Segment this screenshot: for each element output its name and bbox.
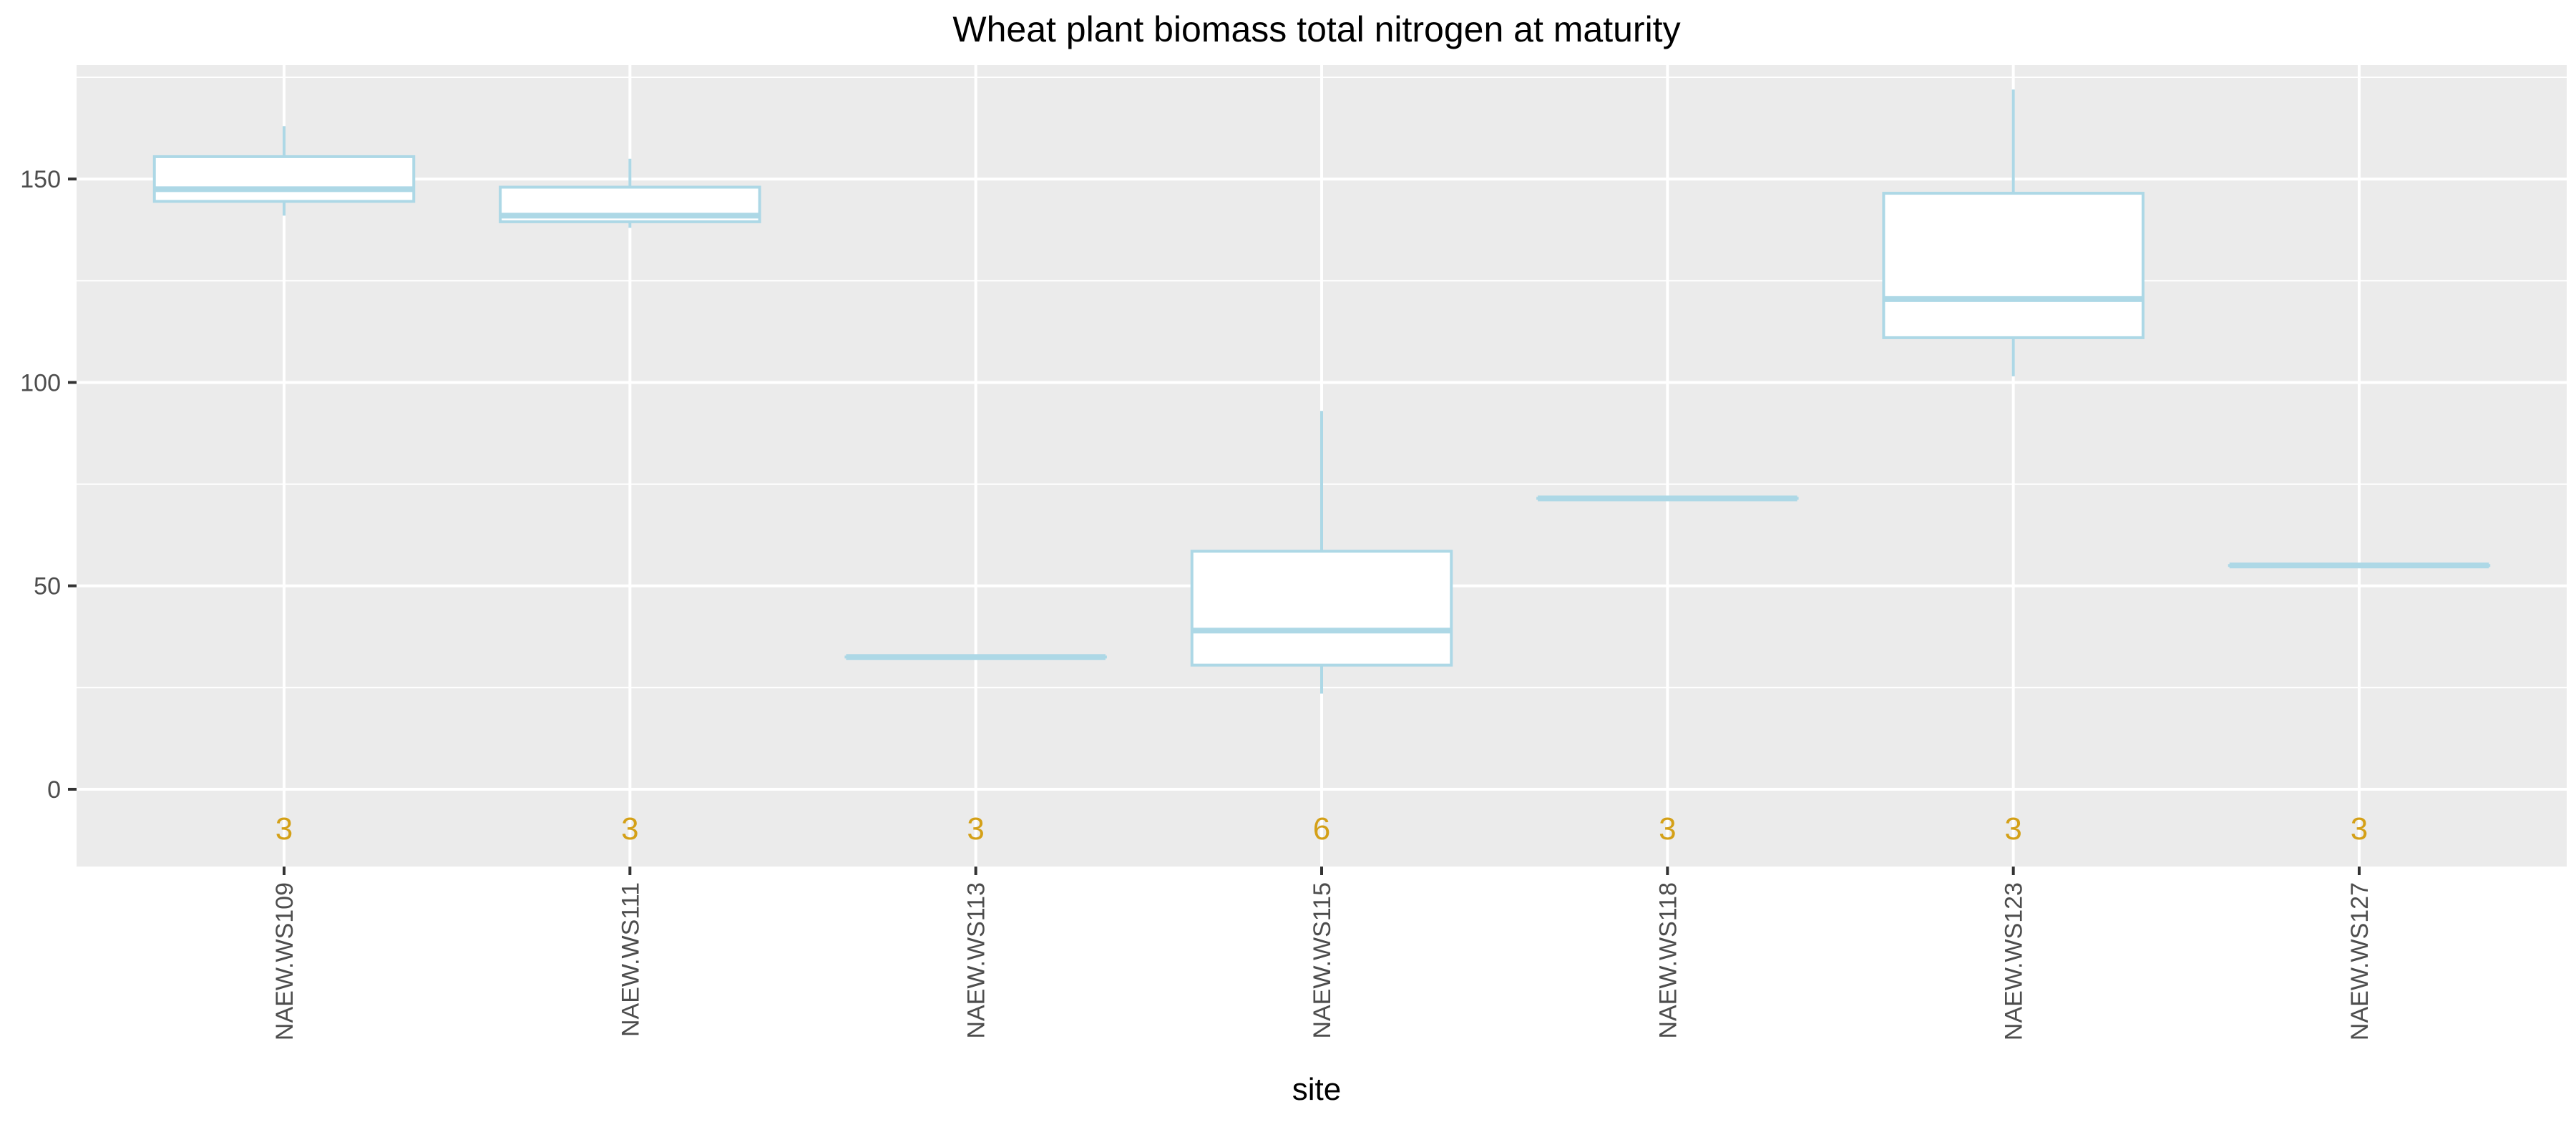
y-tick-label: 150 (20, 166, 61, 193)
x-tick-label: NAEW.WS127 (2346, 882, 2373, 1040)
boxplot-NAEW.WS109 (152, 126, 416, 216)
count-label: 3 (275, 811, 293, 847)
boxplot-NAEW.WS111 (499, 158, 761, 228)
chart-title: Wheat plant biomass total nitrogen at ma… (952, 9, 1680, 49)
count-label: 3 (2351, 811, 2368, 847)
boxplots (152, 89, 2491, 694)
box (152, 155, 416, 203)
y-tick-label: 50 (34, 573, 61, 600)
x-tick-label: NAEW.WS109 (271, 882, 298, 1040)
x-tick-label: NAEW.WS111 (617, 882, 644, 1037)
x-tick-label: NAEW.WS118 (1654, 882, 1682, 1039)
y-tick-label: 0 (47, 776, 61, 804)
boxplot-NAEW.WS115 (1190, 411, 1453, 694)
count-label: 3 (967, 811, 984, 847)
y-axis: 0 50 100 150 (20, 166, 77, 804)
count-labels: 3 3 3 6 3 3 3 (275, 811, 2368, 847)
count-label: 6 (1313, 811, 1330, 847)
x-tick-label: NAEW.WS113 (963, 882, 990, 1039)
x-tick-label: NAEW.WS123 (2001, 882, 2028, 1040)
box (1882, 192, 2145, 339)
count-label: 3 (1659, 811, 1676, 847)
count-label: 3 (621, 811, 638, 847)
x-axis-title: site (1292, 1072, 1341, 1107)
x-tick-label: NAEW.WS115 (1309, 882, 1336, 1039)
count-label: 3 (2004, 811, 2021, 847)
boxplot-NAEW.WS123 (1882, 89, 2145, 376)
x-axis: NAEW.WS109 NAEW.WS111 NAEW.WS113 NAEW.WS115… (271, 867, 2373, 1040)
box (1190, 550, 1453, 667)
y-tick-label: 100 (20, 369, 61, 396)
